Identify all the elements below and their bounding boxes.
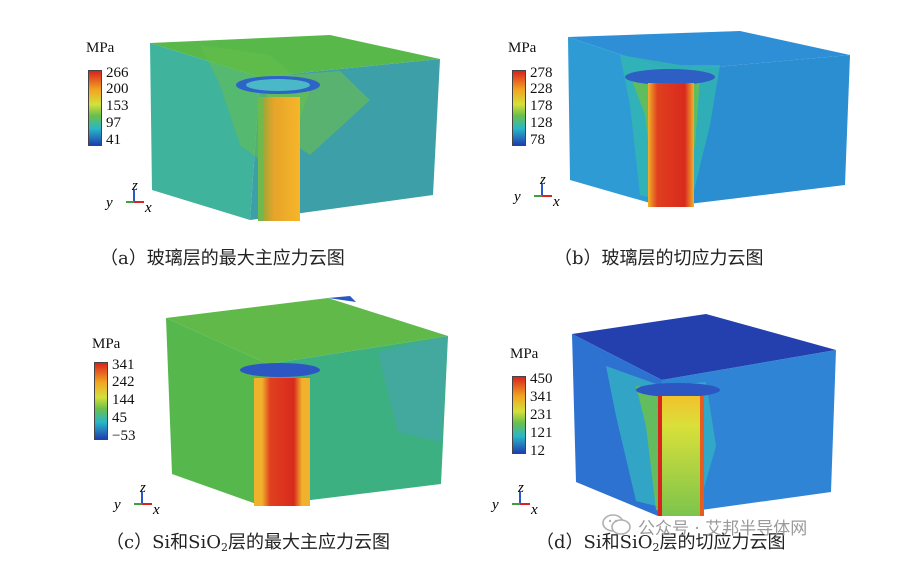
unit-label: MPa bbox=[86, 40, 115, 56]
axis-x: x bbox=[152, 502, 160, 518]
tick-label: 12 bbox=[530, 443, 545, 459]
tick-label: 266 bbox=[106, 65, 129, 81]
axis-triad: z y x bbox=[490, 480, 538, 518]
tick-label: 341 bbox=[530, 389, 553, 405]
axis-y: y bbox=[104, 195, 113, 211]
axis-z: z bbox=[539, 172, 546, 188]
watermark-text: 公众号 · 艾邦半导体网 bbox=[638, 519, 808, 539]
tick-label: −53 bbox=[112, 428, 136, 444]
tick-label: 242 bbox=[112, 374, 135, 390]
tick-label: 153 bbox=[106, 98, 129, 114]
axis-y: y bbox=[112, 497, 121, 513]
stress-model-d bbox=[572, 314, 836, 516]
caption: （b）玻璃层的切应力云图 bbox=[554, 248, 764, 269]
unit-label: MPa bbox=[508, 40, 537, 56]
unit-label: MPa bbox=[92, 336, 121, 352]
watermark: 公众号 · 艾邦半导体网 bbox=[602, 510, 902, 540]
colorbar bbox=[88, 70, 102, 146]
tick-label: 144 bbox=[112, 392, 135, 408]
tick-label: 341 bbox=[112, 357, 135, 373]
tick-label: 178 bbox=[530, 98, 553, 114]
tick-label: 121 bbox=[530, 425, 553, 441]
tick-label: 78 bbox=[530, 132, 545, 148]
axis-y: y bbox=[490, 497, 499, 513]
colorbar bbox=[94, 362, 108, 440]
tick-label: 450 bbox=[530, 371, 553, 387]
axis-x: x bbox=[144, 200, 152, 216]
tick-label: 200 bbox=[106, 81, 129, 97]
tick-label: 128 bbox=[530, 115, 553, 131]
tick-label: 41 bbox=[106, 132, 121, 148]
axis-triad: z y x bbox=[104, 178, 152, 216]
tick-label: 45 bbox=[112, 410, 127, 426]
axis-z: z bbox=[517, 480, 524, 496]
axis-triad: z y x bbox=[112, 480, 160, 518]
caption: （a）玻璃层的最大主应力云图 bbox=[100, 248, 345, 269]
axis-triad: z y x bbox=[512, 172, 560, 210]
wechat-icon bbox=[602, 514, 631, 535]
tick-label: 278 bbox=[530, 65, 553, 81]
stress-model-c bbox=[166, 296, 448, 506]
colorbar bbox=[512, 70, 526, 146]
axis-z: z bbox=[131, 178, 138, 194]
tick-label: 97 bbox=[106, 115, 121, 131]
stress-model-b bbox=[568, 31, 850, 207]
axis-y: y bbox=[512, 189, 521, 205]
tick-label: 231 bbox=[530, 407, 553, 423]
caption: （d）Si和SiO2层的切应力云图 bbox=[536, 532, 786, 554]
caption: （c）Si和SiO2层的最大主应力云图 bbox=[106, 532, 391, 554]
unit-label: MPa bbox=[510, 346, 539, 362]
tick-label: 228 bbox=[530, 81, 553, 97]
colorbar bbox=[512, 376, 526, 454]
axis-x: x bbox=[552, 194, 560, 210]
stress-model-a bbox=[150, 35, 440, 221]
axis-z: z bbox=[139, 480, 146, 496]
axis-x: x bbox=[530, 502, 538, 518]
